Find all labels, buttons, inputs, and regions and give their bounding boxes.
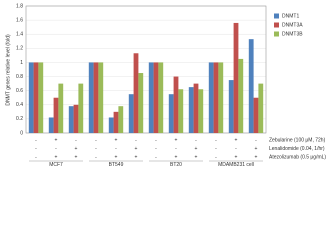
treatment-sign: -: [95, 146, 97, 152]
bar: [158, 62, 164, 133]
bar: [98, 62, 104, 133]
y-tick-label: 0.2: [16, 116, 23, 122]
treatment-sign: -: [35, 137, 37, 143]
treatment-sign: +: [75, 154, 78, 160]
legend-swatch: [274, 22, 279, 28]
treatment-sign: +: [115, 154, 118, 160]
bar: [38, 62, 44, 133]
treatment-sign: -: [35, 154, 37, 160]
treatment-label: Atezolizumab (0.5 μg/mL): [269, 154, 326, 160]
y-tick-label: 0: [20, 130, 23, 136]
treatment-sign: +: [235, 154, 238, 160]
bar: [253, 97, 259, 133]
bar: [33, 62, 39, 133]
bar: [148, 62, 154, 133]
bar: [133, 53, 139, 134]
bar: [208, 62, 214, 133]
y-tick-label: 0.6: [16, 88, 23, 94]
bar: [128, 94, 134, 133]
treatment-sign: +: [255, 154, 258, 160]
treatment-sign: +: [235, 137, 238, 143]
treatment-sign: -: [155, 137, 157, 143]
legend-swatch: [274, 31, 279, 37]
bar: [138, 73, 144, 133]
treatment-sign: -: [95, 137, 97, 143]
treatment-sign: -: [35, 146, 37, 152]
bar: [93, 62, 99, 133]
treatment-sign: -: [115, 146, 117, 152]
bar: [48, 117, 54, 133]
bar: [233, 22, 239, 133]
legend-swatch: [274, 13, 279, 19]
cell-line-label: BT549: [109, 162, 124, 167]
cell-line-label: MDAMB231 cell: [218, 162, 254, 167]
y-tick-label: 1.6: [16, 17, 23, 23]
treatment-sign: +: [75, 146, 78, 152]
treatment-sign: -: [155, 154, 157, 160]
treatment-sign: -: [135, 137, 137, 143]
y-tick-label: 1: [20, 60, 23, 66]
treatment-sign: -: [75, 137, 77, 143]
treatment-sign: +: [55, 154, 58, 160]
bar: [213, 62, 219, 133]
treatment-sign: -: [215, 137, 217, 143]
cell-line-label: BT20: [170, 162, 182, 167]
bar: [28, 62, 34, 133]
cell-line-label: MCF7: [49, 162, 63, 167]
bar: [58, 83, 64, 133]
y-tick-label: 1.4: [16, 32, 23, 38]
treatment-label: Zebularine (100 μM, 72h): [269, 137, 326, 143]
treatment-sign: +: [175, 137, 178, 143]
bar: [173, 76, 179, 133]
bar: [178, 89, 184, 133]
treatment-sign: -: [195, 137, 197, 143]
y-tick-label: 1.8: [16, 3, 23, 9]
y-tick-label: 1.2: [16, 46, 23, 52]
bar: [248, 39, 254, 133]
treatment-sign: +: [195, 154, 198, 160]
treatment-sign: -: [215, 146, 217, 152]
treatment-sign: -: [235, 146, 237, 152]
treatment-sign: +: [55, 137, 58, 143]
bar: [113, 111, 119, 133]
treatment-sign: +: [135, 146, 138, 152]
bar: [108, 117, 114, 133]
bar: [168, 94, 174, 133]
treatment-label: Lenalidomide (0.04, 1/hr): [269, 146, 325, 152]
legend-label: DNMT3B: [282, 31, 303, 37]
bar: [78, 83, 84, 133]
legend-label: DNMT1: [282, 13, 299, 19]
treatment-sign: -: [95, 154, 97, 160]
bar: [118, 106, 124, 133]
treatment-sign: -: [155, 146, 157, 152]
bar: [258, 83, 264, 133]
plot-frame: [25, 5, 267, 134]
chart: DNMT genes relative level (fold) 0 0.2 0.4…: [5, 3, 326, 168]
treatment-sign: -: [175, 146, 177, 152]
y-tick-label: 0.8: [16, 74, 23, 80]
treatment-sign: +: [115, 137, 118, 143]
treatment-sign: +: [175, 154, 178, 160]
bar: [218, 62, 224, 133]
treatment-sign: -: [255, 137, 257, 143]
bar: [228, 80, 234, 133]
bar: [153, 62, 159, 133]
treatment-sign: -: [55, 146, 57, 152]
bar: [198, 89, 204, 133]
treatment-sign: +: [195, 146, 198, 152]
legend-label: DNMT3A: [282, 22, 303, 28]
bar: [193, 83, 199, 133]
bar: [68, 106, 74, 133]
treatment-sign: +: [135, 154, 138, 160]
y-tick-label: 0.4: [16, 102, 23, 108]
bar: [73, 104, 79, 133]
treatment-sign: -: [215, 154, 217, 160]
y-axis-label: DNMT genes relative level (fold): [5, 34, 11, 106]
bar: [88, 62, 94, 133]
bar: [53, 97, 59, 133]
bar: [238, 58, 244, 133]
treatment-sign: +: [255, 146, 258, 152]
bar: [188, 87, 194, 133]
